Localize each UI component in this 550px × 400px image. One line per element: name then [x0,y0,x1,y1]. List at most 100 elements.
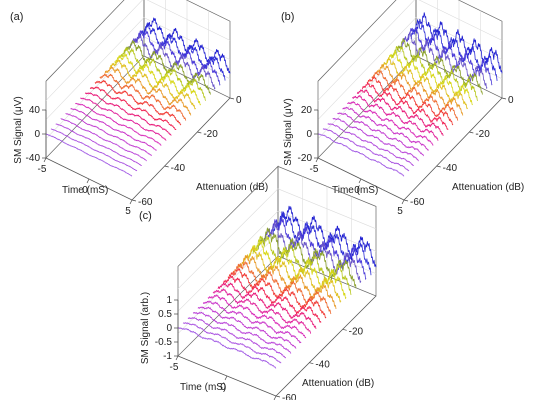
trace-line [405,26,493,86]
trace-line [202,300,302,344]
signal-tick-label: 0 [166,323,172,334]
trace-line [119,47,206,101]
trace-line [366,76,454,126]
attenuation-tick-mark [403,199,409,202]
trace-line [128,34,216,90]
x-tick-mark [358,178,362,184]
attenuation-tick-mark [501,97,507,100]
grid-line [317,0,415,101]
trace-line [400,31,488,89]
trace-line [94,80,182,126]
panel-c-label: (c) [139,210,152,222]
trace-line [222,275,322,323]
x-tick-mark [43,157,47,163]
attenuation-tick-mark [469,131,474,134]
x-tick-mark [315,157,319,163]
trace-line [342,106,429,151]
trace-line [242,246,342,303]
x-tick-mark [273,395,277,400]
grid-line [177,210,279,312]
x-tick-mark [175,355,179,361]
attenuation-tick-mark [436,165,441,168]
trace-line [75,102,162,146]
trace-line [182,322,282,364]
trace-line [177,327,277,369]
attenuation-axis-line [131,97,231,201]
grid-line [317,17,417,120]
trace-line [277,205,377,268]
trace-line [347,101,434,146]
attenuation-tick-label: -40 [171,163,186,174]
signal-tick-label: 0 [306,129,312,140]
attenuation-tick-mark [229,97,235,100]
trace-line [65,113,152,157]
trace-line [217,282,317,329]
trace-line [322,128,410,172]
trace-line [55,123,142,167]
attenuation-tick-mark [309,362,314,365]
trace-line [356,89,444,137]
x-tick-label: 0 [220,382,226,393]
trace-line [351,95,439,141]
trace-line [391,46,478,101]
trace-line [187,317,287,359]
trace-line [410,19,498,81]
grid-line [317,36,417,140]
panel-a-zlabel: Attenuation (dB) [196,182,268,193]
signal-tick-label: 40 [29,105,41,116]
attenuation-axis-line [403,97,503,201]
trace-line [361,82,449,130]
attenuation-tick-mark [197,131,202,134]
trace-line [80,97,167,141]
x-tick-label: 5 [125,206,131,217]
trace-line [232,261,332,315]
x-tick-mark [401,199,405,205]
attenuation-axis-line [275,295,377,397]
trace-line [262,221,362,284]
trace-line [332,117,419,162]
signal-tick-label: 0.5 [158,309,172,320]
signal-tick-label: -40 [26,153,41,164]
x-tick-label: -5 [310,164,319,175]
trace-line [207,294,307,339]
trace-line [89,86,177,131]
panel-b-ylabel: SM Signal (μV) [283,98,294,165]
trace-line [212,288,312,334]
trace-line [396,38,483,95]
trace-line [317,133,405,177]
trace-line [337,112,424,157]
signal-tick-label: 1 [166,295,172,306]
panel-a-label: (a) [10,11,23,23]
trace-line [109,59,196,110]
x-tick-label: -5 [38,164,47,175]
attenuation-tick-label: -60 [282,393,297,400]
panel-b-label: (b) [281,11,294,23]
x-tick-mark [86,178,90,184]
panel-b-ticks: -5 0 5 0 -20 -40 -60 20 0 -20 [298,95,514,217]
trace-line [50,128,138,172]
panel-a-traces [45,17,231,177]
signal-tick-label: -0.5 [155,337,173,348]
attenuation-tick-mark [275,395,281,398]
x-tick-mark [224,375,228,381]
trace-line [192,311,292,354]
panel-c-ylabel: SM Signal (arb.) [140,292,151,364]
attenuation-tick-mark [342,328,347,331]
signal-tick-label: 0 [34,129,40,140]
grid-line [45,17,145,120]
trace-line [327,123,414,167]
trace-line [257,227,357,289]
panel-c-zlabel: Attenuation (dB) [302,378,374,389]
panel-a-ylabel: SM Signal (μV) [13,96,24,163]
panel-b-zlabel: Attenuation (dB) [452,182,524,193]
panel-a-xlabel: Time (mS) [62,185,108,196]
panel-c-xlabel: Time (mS) [180,382,226,393]
trace-line [371,70,459,121]
trace-line [376,64,464,116]
attenuation-tick-label: -40 [443,163,458,174]
grid-line [177,188,279,290]
signal-tick-label: -1 [163,351,172,362]
trace-line [104,66,192,116]
